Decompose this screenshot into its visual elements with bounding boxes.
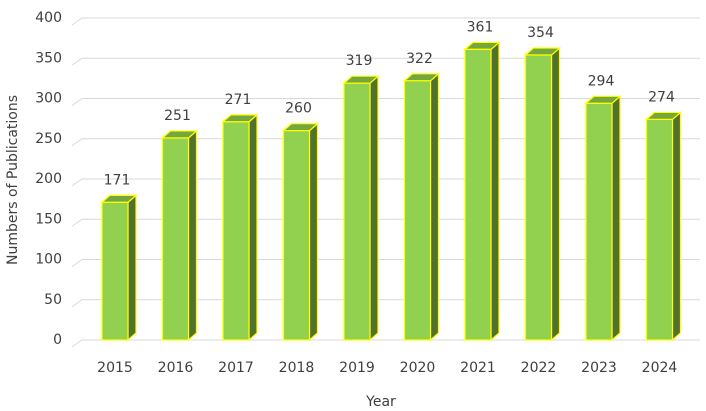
value-label: 319 bbox=[346, 53, 373, 69]
y-tick-label: 350 bbox=[35, 50, 62, 66]
y-tick-label: 150 bbox=[35, 211, 62, 227]
value-label: 361 bbox=[467, 19, 494, 35]
bar-side bbox=[248, 113, 258, 342]
y-tick-label: 250 bbox=[35, 131, 62, 147]
bar bbox=[403, 80, 432, 341]
bar bbox=[585, 102, 613, 341]
value-label: 354 bbox=[527, 25, 554, 41]
x-tick-label: 2017 bbox=[218, 360, 254, 376]
value-label: 251 bbox=[164, 108, 191, 124]
x-tick-label: 2021 bbox=[460, 360, 496, 376]
bar-side bbox=[429, 72, 440, 342]
value-label: 171 bbox=[104, 172, 131, 188]
bar bbox=[282, 130, 311, 341]
y-tick-label: 400 bbox=[35, 10, 62, 26]
y-axis-title: Numbers of Publications bbox=[5, 95, 21, 265]
bar-side bbox=[187, 129, 198, 342]
value-label: 274 bbox=[648, 89, 675, 105]
bar bbox=[222, 121, 250, 341]
value-label: 260 bbox=[285, 101, 312, 117]
y-tick-label: 50 bbox=[44, 292, 62, 308]
value-label: 322 bbox=[406, 51, 433, 67]
y-tick-label: 200 bbox=[35, 171, 62, 187]
bar bbox=[161, 137, 190, 341]
bar bbox=[343, 82, 371, 341]
y-tick-label: 0 bbox=[53, 332, 62, 348]
grid-line bbox=[71, 17, 700, 26]
x-tick-label: 2016 bbox=[158, 360, 194, 376]
bar-side bbox=[550, 46, 561, 342]
bar-side bbox=[308, 122, 319, 342]
bar-side bbox=[611, 95, 621, 342]
x-tick-label: 2019 bbox=[339, 360, 375, 376]
grid-line bbox=[71, 57, 700, 66]
bar bbox=[645, 118, 674, 341]
bar-side bbox=[671, 111, 682, 342]
bar-side bbox=[127, 194, 137, 342]
x-tick-label: 2018 bbox=[279, 360, 315, 376]
value-label: 271 bbox=[225, 92, 252, 108]
bar-side bbox=[369, 74, 379, 342]
y-tick-label: 300 bbox=[35, 91, 62, 107]
bar bbox=[464, 48, 492, 341]
x-tick-label: 2015 bbox=[97, 360, 133, 376]
y-tick-label: 100 bbox=[35, 252, 62, 268]
x-tick-label: 2023 bbox=[581, 360, 617, 376]
x-tick-label: 2020 bbox=[400, 360, 436, 376]
bar-side bbox=[490, 41, 500, 342]
grid-line bbox=[71, 339, 700, 348]
bar bbox=[524, 54, 553, 341]
x-tick-label: 2024 bbox=[642, 360, 678, 376]
bar bbox=[101, 201, 129, 341]
x-tick-label: 2022 bbox=[521, 360, 557, 376]
x-axis-title: Year bbox=[365, 394, 396, 410]
value-label: 294 bbox=[588, 73, 615, 89]
